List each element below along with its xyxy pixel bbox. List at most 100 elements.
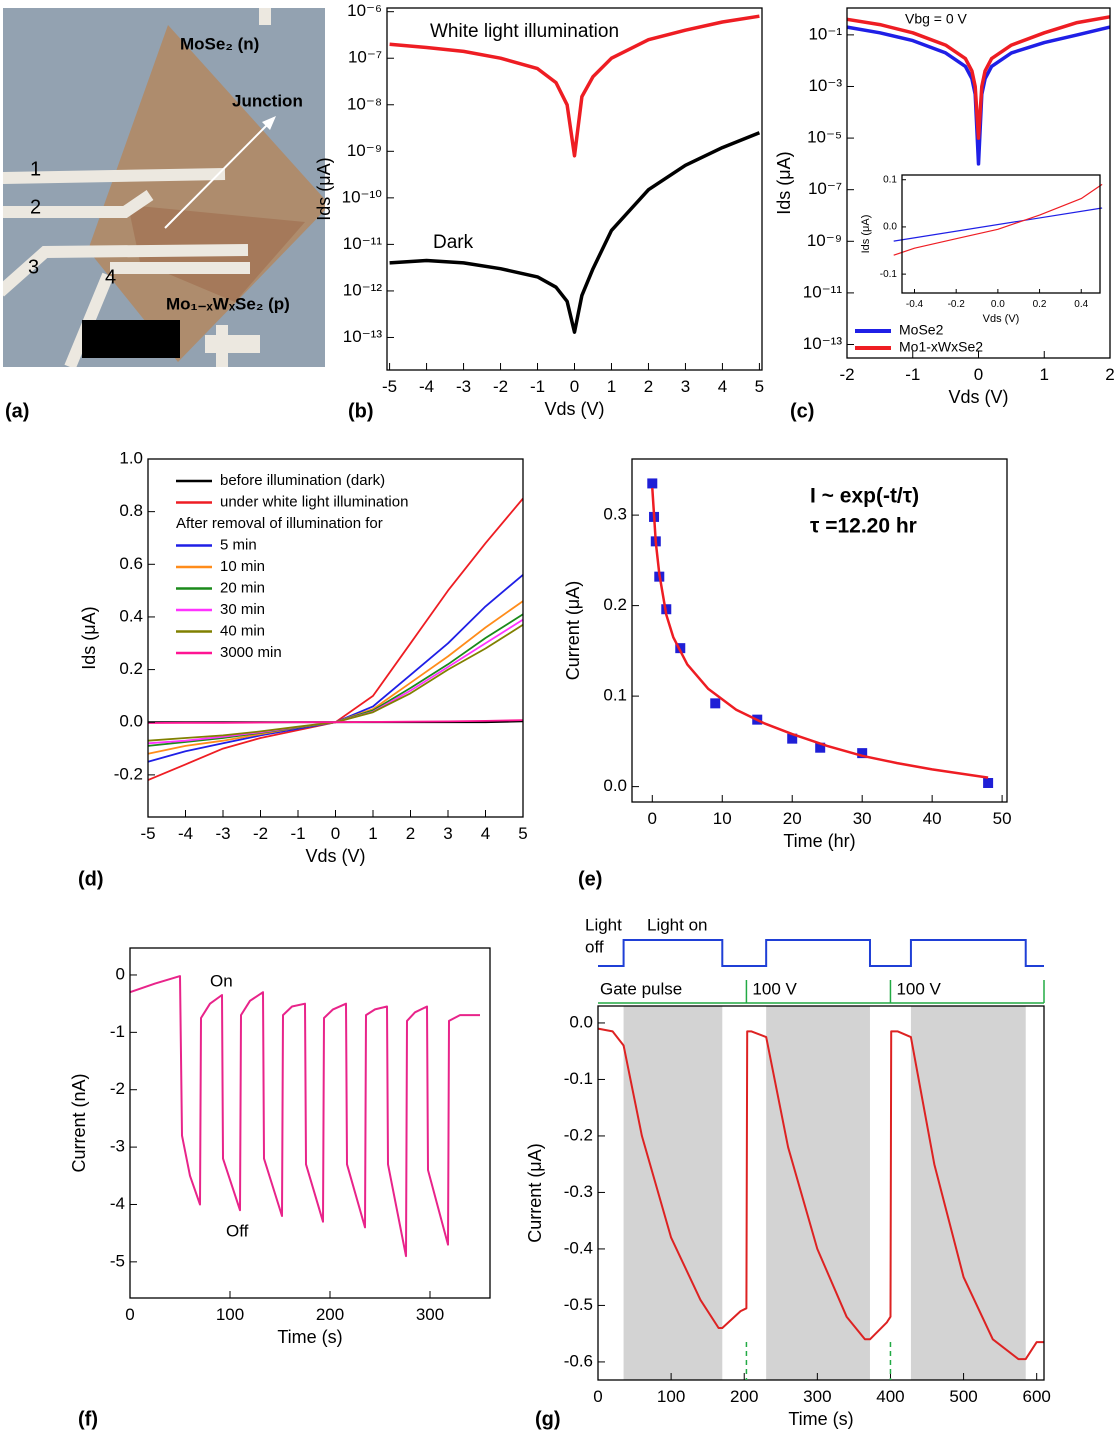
x-tick-label: 50 — [993, 809, 1012, 828]
light-label: Light on — [647, 915, 708, 934]
x-tick-label: 10 — [713, 809, 732, 828]
y-tick-label: 10⁻¹¹ — [343, 234, 383, 253]
arrow — [164, 123, 269, 229]
x-tick-label: -1 — [290, 824, 305, 843]
x-tick-label: 600 — [1023, 1387, 1051, 1406]
plot-frame — [901, 174, 1101, 294]
panel-label: (d) — [78, 868, 104, 890]
electrode-label: 4 — [105, 266, 116, 288]
x-tick-label: -0.4 — [906, 299, 924, 310]
legend-label: 10 min — [220, 558, 265, 575]
plot-frame — [631, 458, 1008, 803]
light-label: off — [585, 937, 604, 956]
y-axis-label: Ids (μA) — [774, 151, 794, 214]
y-tick-label: -3 — [110, 1137, 125, 1156]
y-tick-label: 0.6 — [119, 554, 143, 573]
y-tick-label: 0.3 — [603, 505, 627, 524]
y-tick-label: 0.2 — [119, 659, 143, 678]
material-label: Mo₁₋ₓWₓSe₂ (p) — [166, 294, 290, 313]
annotation: Off — [226, 1221, 249, 1240]
gate-label: Gate pulse — [600, 979, 682, 998]
y-tick-label: 10⁻⁷ — [348, 48, 382, 67]
light-signal — [598, 939, 1044, 967]
panel-label: (a) — [5, 400, 29, 422]
x-tick-label: 400 — [876, 1387, 904, 1406]
series-line — [846, 15, 1111, 140]
legend-label: MoSe2 — [899, 322, 944, 338]
electrode-label: 2 — [30, 196, 41, 218]
marker — [787, 733, 798, 744]
electrode — [3, 168, 226, 184]
light-label: Light — [585, 915, 622, 934]
y-tick-label: -0.2 — [114, 764, 143, 783]
x-axis-label: Vds (V) — [948, 387, 1008, 407]
y-tick-label: 0.0 — [603, 776, 627, 795]
electrode-label: 1 — [30, 158, 41, 180]
legend-label: 20 min — [220, 579, 265, 596]
series-line — [147, 719, 524, 724]
panel-label: (f) — [78, 1408, 98, 1430]
x-tick-label: 4 — [481, 824, 490, 843]
inset-background — [902, 175, 1100, 293]
x-tick-label: 200 — [730, 1387, 758, 1406]
x-tick-label: -4 — [178, 824, 193, 843]
x-axis-label: Time (s) — [277, 1327, 342, 1347]
series-line — [389, 14, 760, 158]
legend-note: After removal of illumination for — [176, 515, 383, 532]
x-tick-label: 0 — [593, 1387, 602, 1406]
y-tick-label: 0 — [116, 964, 125, 983]
marker — [710, 698, 721, 709]
x-tick-label: 3 — [681, 377, 690, 396]
x-tick-label: -2 — [839, 365, 854, 384]
electrode-label: 3 — [28, 256, 39, 278]
series-line — [147, 618, 524, 745]
y-tick-label: 10⁻¹³ — [343, 327, 383, 346]
y-axis-label: Ids (μA) — [860, 215, 872, 254]
x-tick-label: 0 — [570, 377, 579, 396]
y-tick-label: 0.4 — [119, 606, 143, 625]
y-tick-label: -0.5 — [564, 1295, 593, 1314]
y-tick-label: 0.1 — [603, 686, 627, 705]
electrode — [3, 190, 154, 218]
y-tick-label: 10⁻¹² — [343, 280, 383, 299]
x-tick-label: 0 — [648, 809, 657, 828]
legend-label: 30 min — [220, 601, 265, 618]
series-line — [389, 131, 761, 334]
x-tick-label: 2 — [406, 824, 415, 843]
y-tick-label: 0.1 — [883, 174, 897, 185]
y-tick-label: 10⁻¹⁰ — [342, 187, 383, 206]
y-tick-label: 0.2 — [603, 595, 627, 614]
plot-frame — [386, 7, 763, 371]
y-tick-label: -0.1 — [564, 1069, 593, 1088]
x-axis-label: Time (s) — [788, 1409, 853, 1429]
legend-label: 40 min — [220, 622, 265, 639]
x-tick-label: -2 — [253, 824, 268, 843]
electrodes — [3, 8, 271, 367]
y-axis-label: Current (μA) — [525, 1143, 545, 1242]
x-tick-label: 4 — [718, 377, 727, 396]
y-tick-label: 10⁻³ — [808, 76, 842, 95]
y-tick-label: -4 — [110, 1194, 125, 1213]
y-tick-label: 0.0 — [569, 1012, 593, 1031]
gate-pulse-label: 100 V — [896, 979, 941, 998]
x-tick-label: 500 — [949, 1387, 977, 1406]
y-axis-label: Ids (μA) — [79, 606, 99, 669]
x-tick-label: 0.0 — [991, 299, 1005, 310]
marker — [857, 748, 868, 759]
x-tick-label: 5 — [755, 377, 764, 396]
scale-bar — [82, 320, 180, 358]
series-line — [147, 574, 524, 763]
y-tick-label: 10⁻⁷ — [808, 179, 842, 198]
series-label: White light illumination — [430, 21, 619, 42]
plot-frame — [147, 458, 524, 818]
x-tick-label: -2 — [493, 377, 508, 396]
x-tick-label: 200 — [316, 1305, 344, 1324]
series-line — [597, 1027, 1044, 1361]
x-tick-label: 100 — [216, 1305, 244, 1324]
x-tick-label: 0.4 — [1074, 299, 1088, 310]
x-tick-label: 20 — [783, 809, 802, 828]
x-tick-label: 0 — [331, 824, 340, 843]
series-label: Dark — [433, 232, 474, 253]
x-tick-label: 2 — [1105, 365, 1114, 384]
